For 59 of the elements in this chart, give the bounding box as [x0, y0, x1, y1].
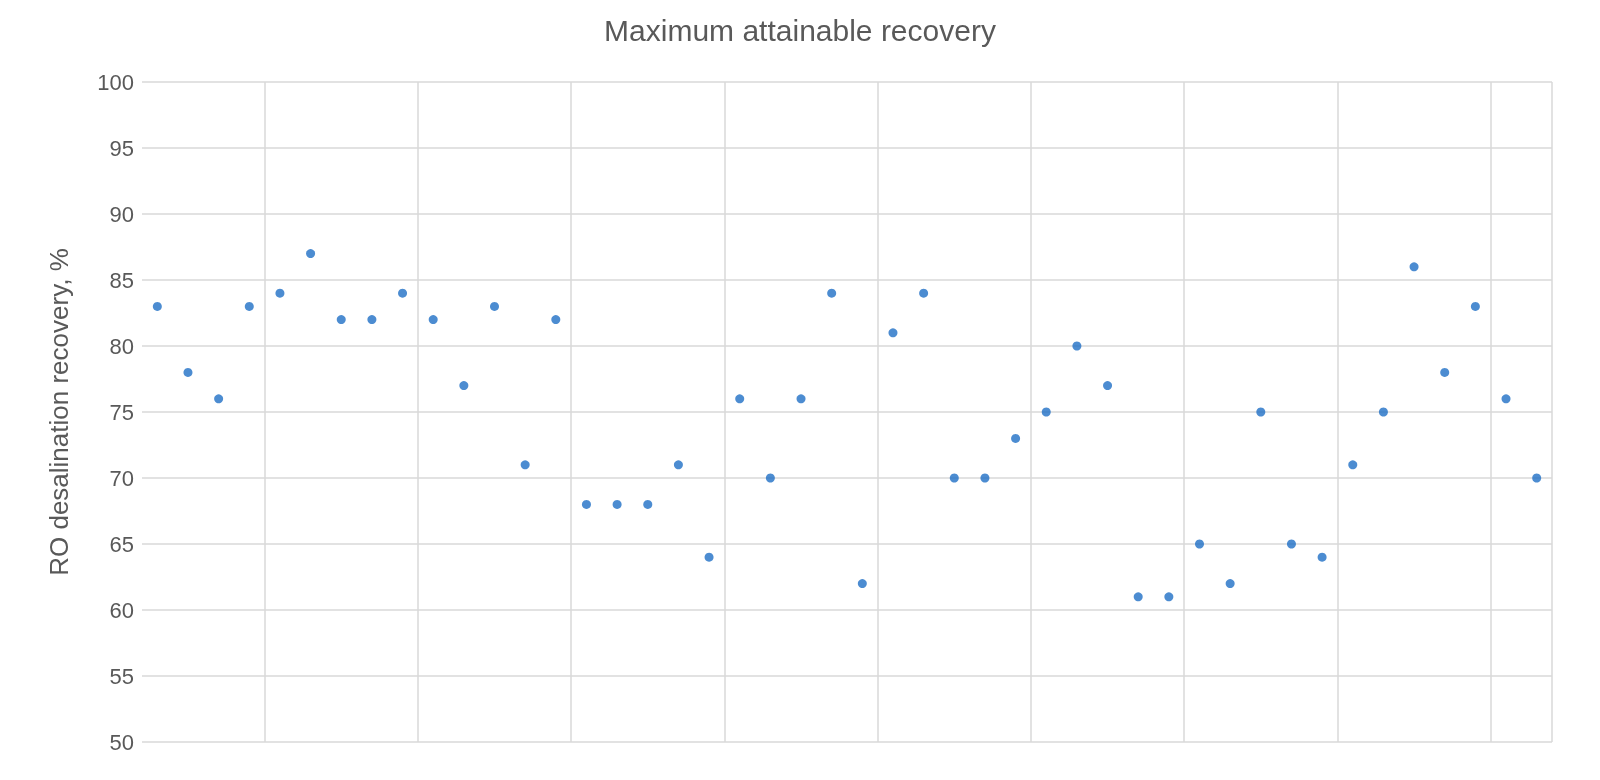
point: [704, 552, 714, 562]
point: [643, 499, 653, 509]
point: [1470, 301, 1480, 311]
point: [1440, 367, 1450, 377]
point: [1378, 407, 1388, 417]
point: [765, 473, 775, 483]
y-tick-label: 50: [109, 729, 134, 755]
point: [459, 381, 469, 391]
point: [244, 301, 254, 311]
point: [306, 249, 316, 259]
point: [1164, 592, 1174, 602]
y-axis-title: RO desalination recovery, %: [44, 248, 74, 576]
point: [827, 288, 837, 298]
y-tick-label: 60: [109, 597, 134, 623]
point: [1011, 433, 1021, 443]
point: [949, 473, 959, 483]
y-tick-label: 90: [109, 201, 134, 227]
point: [490, 301, 499, 311]
y-tick-label: 80: [109, 333, 134, 359]
point: [1409, 262, 1419, 272]
y-tick-label: 70: [109, 465, 134, 491]
point: [183, 367, 193, 377]
point: [735, 394, 745, 404]
point: [1072, 341, 1082, 351]
point: [612, 499, 622, 509]
y-tick-label: 65: [109, 531, 134, 557]
point: [581, 499, 591, 509]
point: [551, 315, 561, 325]
point: [1317, 552, 1327, 562]
point: [1225, 579, 1235, 589]
point: [1041, 407, 1051, 417]
y-tick-label: 55: [109, 663, 134, 689]
point: [367, 315, 377, 325]
y-tick-label: 95: [109, 135, 134, 161]
point: [1348, 460, 1358, 470]
y-tick-label: 85: [109, 267, 134, 293]
chart-title: Maximum attainable recovery: [604, 13, 996, 47]
point: [275, 288, 285, 298]
point: [1195, 539, 1204, 549]
point: [398, 288, 408, 298]
point: [428, 315, 438, 325]
point: [796, 394, 806, 404]
point: [857, 579, 867, 589]
y-tick-label: 75: [109, 399, 134, 425]
point: [980, 473, 990, 483]
point: [1103, 381, 1113, 391]
point: [919, 288, 929, 298]
point: [673, 460, 683, 470]
point: [520, 460, 530, 470]
point: [1286, 539, 1296, 549]
y-tick-label: 100: [97, 69, 134, 95]
point: [1532, 473, 1542, 483]
point: [1133, 592, 1143, 602]
point: [1256, 407, 1266, 417]
point: [152, 301, 162, 311]
point: [336, 315, 346, 325]
point: [214, 394, 224, 404]
point: [888, 328, 898, 338]
point: [1501, 394, 1511, 404]
